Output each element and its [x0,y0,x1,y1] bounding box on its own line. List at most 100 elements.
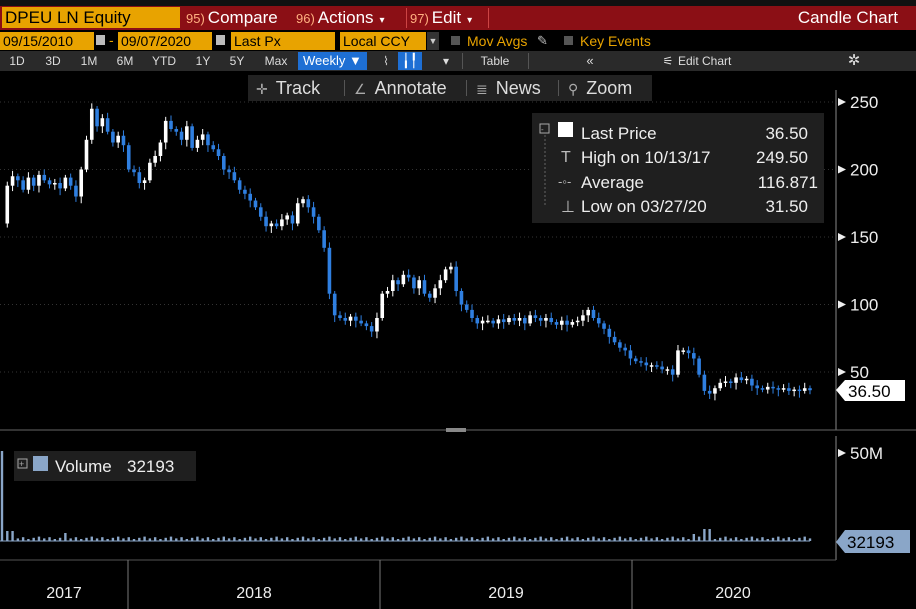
sliders-icon[interactable]: ⚟ [662,54,674,68]
volume-bar [301,536,305,541]
mov-avgs-label[interactable]: Mov Avgs [467,33,528,49]
candle-body [755,385,759,389]
average-line-icon: -◦- [558,174,571,189]
key-events-label[interactable]: Key Events [580,33,651,49]
pencil-icon[interactable]: ✎ [537,33,548,48]
volume-bar [808,538,812,541]
period-max[interactable]: Max [264,54,288,68]
period-1y[interactable]: 1Y [195,54,211,68]
edit-button[interactable]: 97) Edit ▾ [410,6,473,30]
candle-body [433,288,437,298]
period-5y[interactable]: 5Y [229,54,245,68]
low-value: 31.50 [765,197,808,216]
volume-bar [539,536,542,541]
x-tick-label: 2019 [488,585,524,602]
volume-bar [365,537,368,541]
divider [344,80,345,96]
period-ytd[interactable]: YTD [152,54,176,68]
volume-bar [550,537,553,541]
mov-avgs-checkbox[interactable] [451,36,460,45]
low-label: Low on 03/27/20 [581,197,707,216]
track-tool[interactable]: ✛ Track [256,75,320,101]
end-date-field[interactable]: 09/07/2020 [118,32,212,50]
edit-chart-button[interactable]: Edit Chart [678,54,732,68]
start-date-field[interactable]: 09/15/2010 [0,32,94,50]
pane-resize-handle[interactable] [446,428,466,432]
candle-body [808,388,812,391]
candle-body [190,126,194,148]
volume-tick-mark [838,449,846,457]
candle-body [665,369,670,371]
table-button[interactable]: Table [480,54,510,68]
y-tick-label: 100 [850,296,878,315]
calendar-icon[interactable] [216,35,225,45]
candle-body [586,309,590,316]
volume-bar [106,539,109,541]
ticker-field[interactable]: DPEU LN Equity [2,7,180,28]
candle-body [544,318,548,321]
candle-body [470,309,474,318]
volume-bar [703,529,706,541]
zoom-tool[interactable]: ⚲ Zoom [568,75,632,101]
price-field-select[interactable]: Last Px [231,32,335,50]
svg-text:-: - [541,125,544,134]
candle-body [380,293,385,318]
candle-body [570,322,575,325]
candle-body [116,135,120,143]
volume-bar [69,538,72,541]
y-tick-label: 250 [850,93,878,112]
frequency-label: Weekly [303,53,346,68]
candle-body [501,319,506,323]
candle-body [264,216,268,227]
news-tool[interactable]: ≣ News [476,75,541,101]
volume-bar [11,531,14,541]
y-tick-mark [838,233,846,241]
chevron-down-icon[interactable]: ▾ [442,54,450,68]
chevron-down-icon[interactable]: ▼ [427,32,439,50]
period-3d[interactable]: 3D [45,54,61,68]
frequency-select[interactable]: Weekly ▼ [298,52,367,70]
news-label: News [495,78,541,98]
gear-icon[interactable]: ✲ [847,52,861,69]
candle-body [528,315,532,324]
volume-bar [175,538,178,541]
period-1d[interactable]: 1D [9,54,25,68]
candle-body [222,156,226,170]
line-chart-icon[interactable]: ⌇ [383,54,389,68]
candle-body [523,318,527,324]
actions-label: Actions [317,8,374,27]
volume-bar [729,538,732,541]
calendar-icon[interactable] [96,35,105,45]
candle-body [31,177,36,186]
period-6m[interactable]: 6M [116,54,134,68]
candle-body [781,388,786,390]
volume-bar [507,537,511,541]
price-tag: 36.50 [836,380,905,401]
actions-button[interactable]: 96) Actions ▾ [296,6,385,30]
annotate-tool[interactable]: ∠ Annotate [354,75,447,101]
candle-body [475,318,480,324]
candle-body [290,215,295,224]
currency-select[interactable]: Local CCY [340,32,426,50]
volume-bar [222,536,226,541]
candle-body [74,185,78,197]
volume-bar [428,537,431,541]
collapse-icon[interactable]: « [586,53,594,68]
candle-body [660,366,664,370]
volume-bar [771,537,775,541]
volume-bar [0,451,4,541]
candle-body [406,274,411,278]
divider [406,8,407,28]
candle-body [227,169,231,173]
candle-body [565,320,569,325]
candle-body [269,223,274,227]
candle-chart-icon[interactable]: ╽╿ [398,52,422,70]
volume-bar [386,538,389,541]
candle-body [126,145,131,170]
period-1m[interactable]: 1M [80,54,98,68]
volume-bar [639,537,643,541]
compare-button[interactable]: 95) Compare [186,6,278,30]
volume-bar [623,538,627,541]
key-events-checkbox[interactable] [564,36,573,45]
